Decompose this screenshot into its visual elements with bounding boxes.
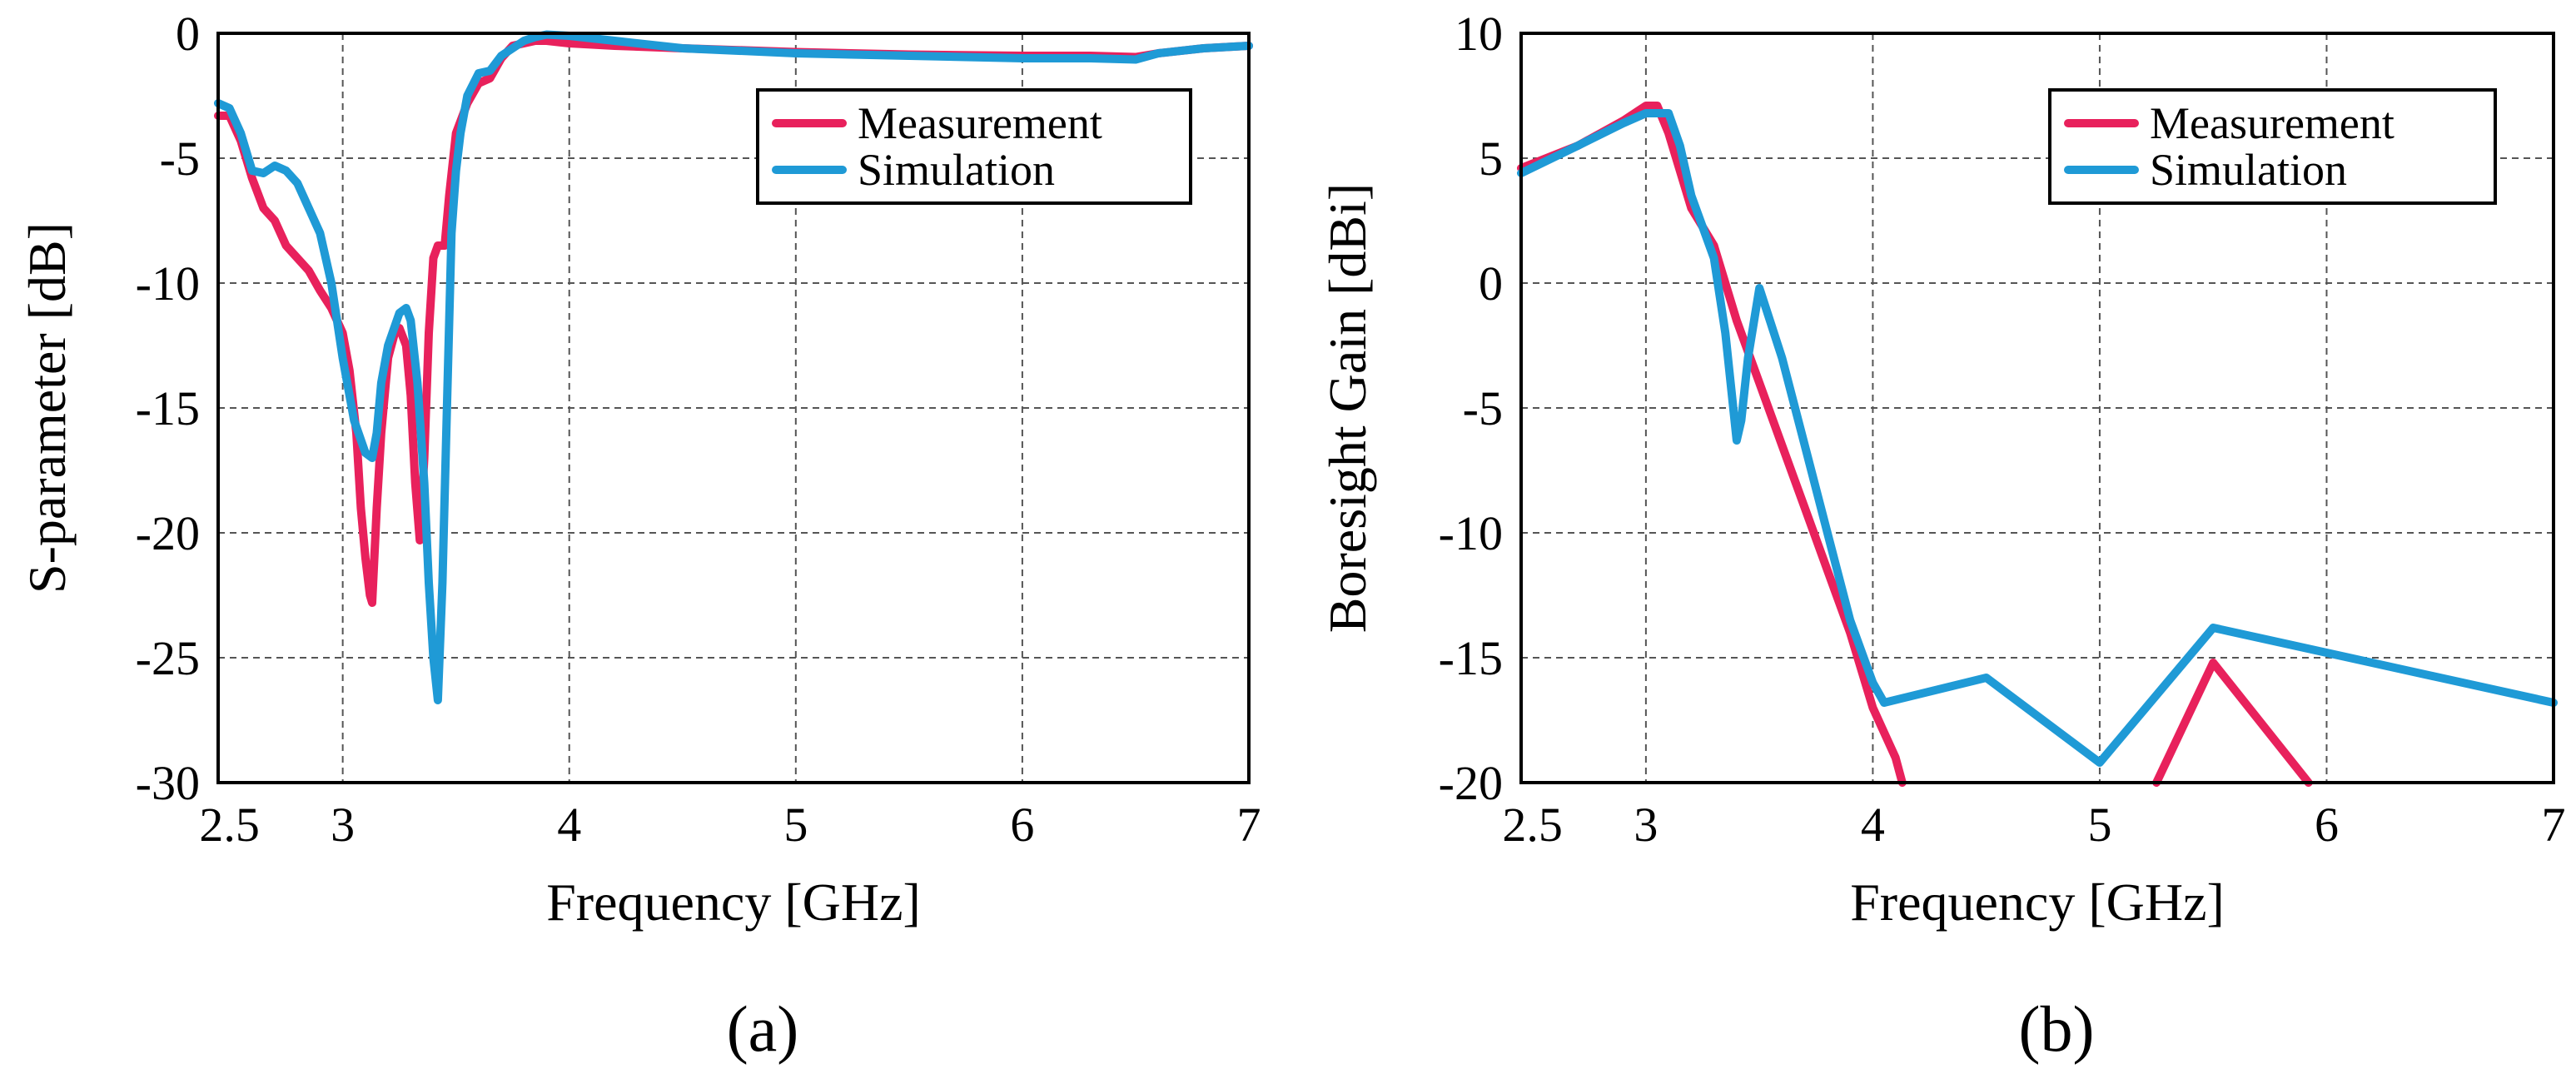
x-tick-label: 4 xyxy=(1861,798,1885,852)
legend-label-simulation: Simulation xyxy=(858,145,1055,195)
x-tick-label: 7 xyxy=(1237,798,1261,852)
x-tick-label: 5 xyxy=(2087,798,2111,852)
y-axis-label: Boresight Gain [dBi] xyxy=(1318,183,1377,633)
x-tick-label: 6 xyxy=(1010,798,1034,852)
y-tick-label: -30 xyxy=(136,756,200,810)
y-tick-label: -20 xyxy=(136,506,200,560)
plot-frame xyxy=(1519,32,2555,784)
y-tick-label: -5 xyxy=(1463,381,1503,435)
y-tick-label: -10 xyxy=(136,256,200,311)
legend-label-measurement: Measurement xyxy=(2150,98,2394,148)
y-axis-label: S-parameter [dB] xyxy=(17,222,77,594)
y-tick-label: 0 xyxy=(176,7,200,61)
y-tick-label: -5 xyxy=(160,132,200,186)
grid-lines xyxy=(1521,33,2554,783)
series-lines xyxy=(1517,102,2558,787)
y-tick-label: -20 xyxy=(1439,756,1503,810)
legend-label-measurement: Measurement xyxy=(858,98,1102,148)
x-tick-label: 5 xyxy=(783,798,808,852)
x-tick-label: 4 xyxy=(557,798,581,852)
x-tick-label: 3 xyxy=(1634,798,1658,852)
series-line-simulation xyxy=(214,30,1253,704)
x-tick-label: 7 xyxy=(2542,798,2566,852)
panel-a-s-parameter-chart: 2.5 3 4 5 6 7 0 -5 -10 -15 -20 -25 -30 Frequency [GHz… xyxy=(17,7,1261,1065)
plot-frame xyxy=(216,32,1251,784)
panel-label: (a) xyxy=(727,992,799,1065)
y-tick-label: -15 xyxy=(1439,631,1503,685)
series-line-measurement-seg1 xyxy=(1517,102,1907,787)
series-line-measurement-seg2 xyxy=(2152,659,2313,787)
y-tick-label: -25 xyxy=(136,631,200,685)
y-tick-label: 0 xyxy=(1479,256,1503,311)
series-lines xyxy=(214,30,1253,704)
legend-label-simulation: Simulation xyxy=(2150,145,2347,195)
x-tick-label: 3 xyxy=(331,798,355,852)
y-tick-label: -10 xyxy=(1439,506,1503,560)
x-axis-label: Frequency [GHz] xyxy=(546,873,921,932)
panel-label: (b) xyxy=(2019,992,2095,1065)
y-tick-label: 10 xyxy=(1455,7,1503,61)
x-tick-label: 2.5 xyxy=(1502,798,1563,852)
x-tick-label: 2.5 xyxy=(199,798,260,852)
panel-b-boresight-gain-chart: 2.5 3 4 5 6 7 10 5 0 -5 -10 -15 -20 Frequency [GHz] Bo… xyxy=(1318,7,2566,1065)
x-axis-label: Frequency [GHz] xyxy=(1850,873,2225,932)
x-tick-label: 6 xyxy=(2315,798,2339,852)
legend-box xyxy=(756,88,1192,205)
y-tick-label: -15 xyxy=(136,381,200,435)
series-line-simulation xyxy=(1517,109,2558,767)
legend-box xyxy=(2048,88,2497,205)
grid-lines xyxy=(218,33,1249,783)
y-tick-label: 5 xyxy=(1479,132,1503,186)
